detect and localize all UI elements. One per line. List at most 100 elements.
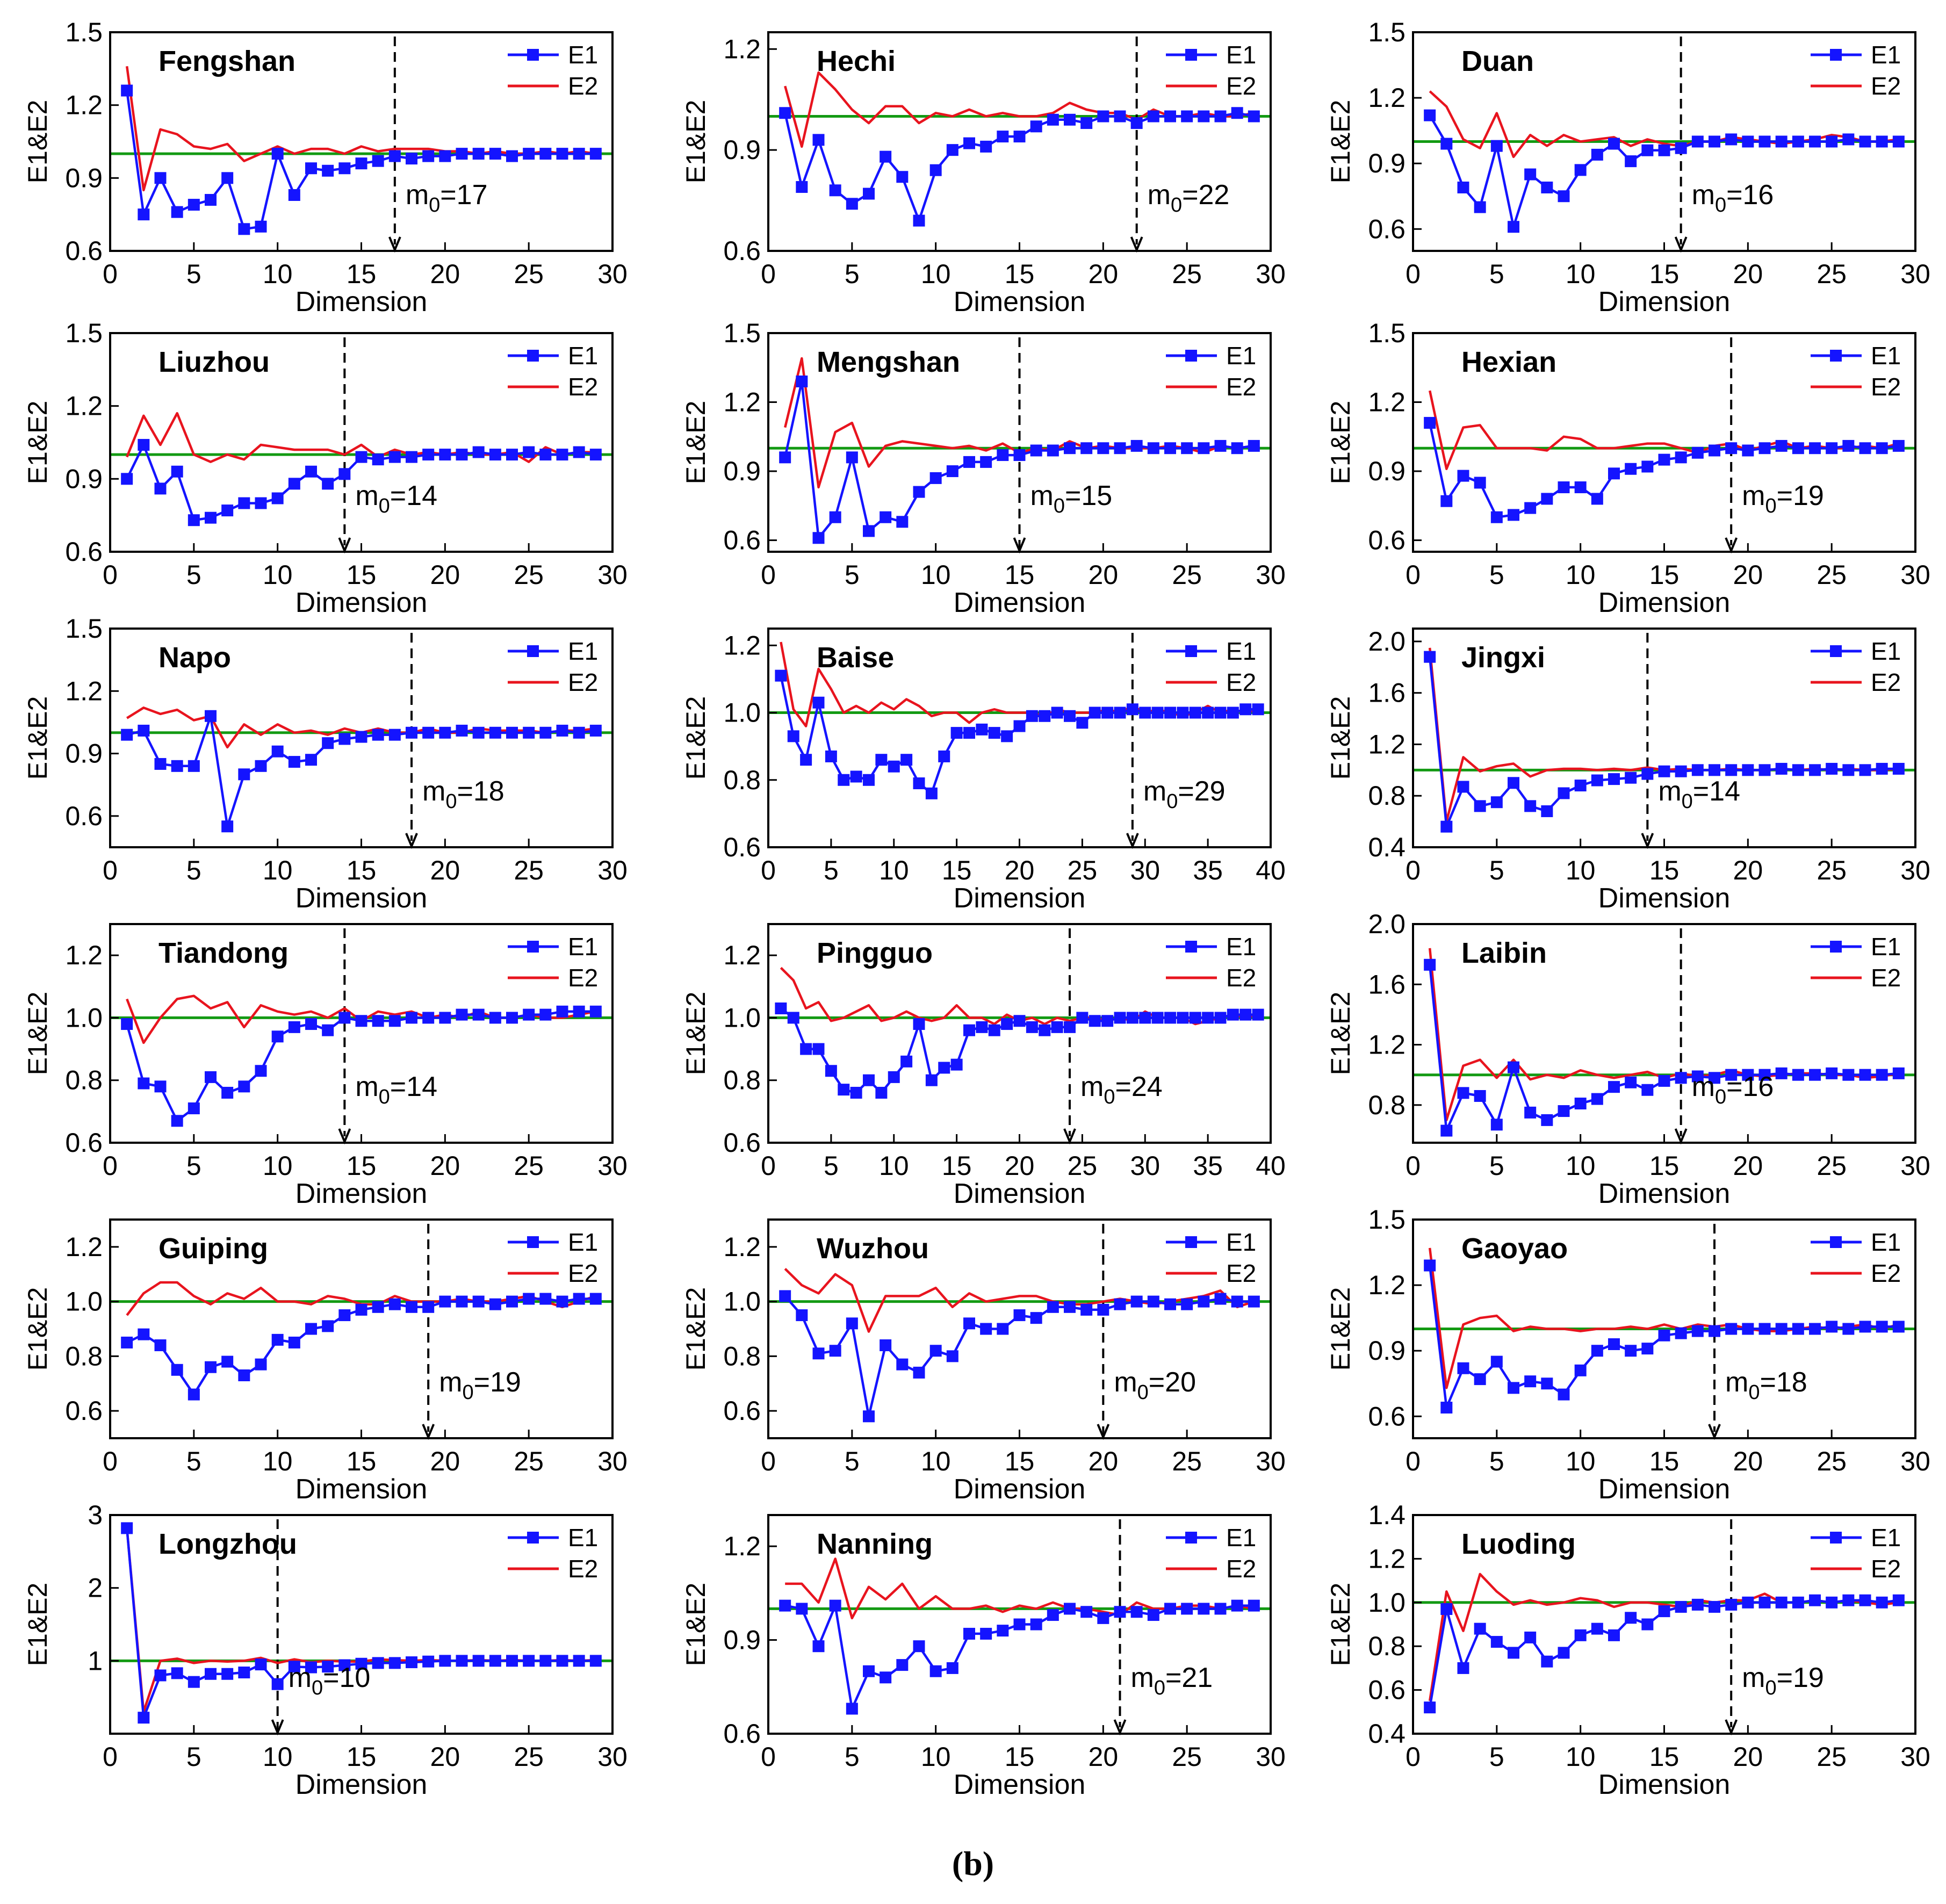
y-axis-label: E1&E2	[681, 696, 711, 780]
x-tick-label: 5	[1489, 560, 1504, 590]
y-tick-label: 0.8	[1368, 1631, 1406, 1661]
e1-point	[171, 206, 183, 218]
chart-tiandong: 0 5 10 15 20 25 30 0.6 0.8 1.0 1.2 Dimension E1&E2 Ti…	[23, 923, 628, 1209]
e1-point	[1189, 706, 1201, 719]
e1-point	[1030, 444, 1042, 457]
e1-point	[863, 187, 875, 200]
y-tick-label: 0.6	[65, 1128, 103, 1158]
e1-point	[863, 1665, 875, 1677]
e1-point	[1758, 1323, 1771, 1335]
station-title: Longzhou	[158, 1528, 297, 1560]
e1-point	[539, 1008, 552, 1021]
e1-point	[1742, 1596, 1754, 1609]
e1-point	[589, 1655, 602, 1667]
x-tick-label: 10	[263, 259, 293, 289]
e1-point	[238, 768, 250, 781]
e1-point	[1490, 140, 1503, 152]
e1-point	[221, 820, 234, 833]
x-tick-label: 30	[1900, 855, 1930, 885]
x-tick-label: 25	[514, 259, 544, 289]
x-tick-label: 25	[514, 855, 544, 885]
y-tick-label: 1.5	[1368, 1205, 1406, 1235]
x-tick-label: 25	[1817, 855, 1847, 885]
x-tick-label: 0	[1406, 1151, 1421, 1181]
e1-point	[372, 1015, 384, 1027]
e1-point	[1047, 444, 1059, 457]
e1-point	[1709, 1600, 1720, 1613]
e1-point	[1758, 1069, 1771, 1081]
e1-point	[255, 1358, 267, 1371]
e1-point	[775, 669, 787, 682]
x-tick-label: 10	[263, 1742, 293, 1772]
legend-e1-label: E1	[568, 41, 598, 69]
e1-point	[238, 1080, 250, 1093]
e1-point	[238, 1369, 250, 1381]
e1-point	[1030, 120, 1042, 133]
e1-point	[1164, 442, 1176, 455]
y-tick-label: 1.2	[65, 391, 103, 421]
x-tick-label: 10	[879, 855, 909, 885]
e1-point	[779, 1290, 791, 1302]
e1-point	[556, 1655, 568, 1667]
e1-point	[1047, 113, 1059, 126]
station-title: Luoding	[1461, 1528, 1576, 1560]
legend-e1-marker	[1830, 645, 1842, 657]
e1-point	[1725, 442, 1738, 455]
legend-e1-marker	[527, 1532, 539, 1544]
e1-point	[1231, 442, 1243, 455]
y-tick-label: 2.0	[1368, 626, 1406, 657]
e1-point	[221, 172, 234, 184]
e1-point	[896, 171, 909, 183]
e1-point	[1508, 1061, 1519, 1073]
e1-point	[1164, 706, 1176, 719]
e1-point	[1214, 439, 1227, 452]
e1-point	[1490, 511, 1503, 523]
e1-point	[1139, 706, 1151, 719]
e1-point	[121, 729, 133, 741]
e1-point	[976, 1021, 988, 1033]
e1-markers	[1424, 1259, 1905, 1414]
e1-point	[154, 1339, 167, 1352]
e1-point	[1709, 1325, 1720, 1337]
station-title: Laibin	[1461, 937, 1547, 969]
e1-markers	[121, 1005, 602, 1127]
e1-point	[1013, 720, 1026, 732]
e1-point	[913, 1018, 925, 1030]
e1-point	[1876, 135, 1888, 148]
e1-point	[271, 1030, 284, 1043]
y-tick-label: 1.5	[65, 17, 103, 47]
e1-point	[988, 1024, 1000, 1036]
x-tick-label: 15	[1005, 560, 1035, 590]
e1-point	[1047, 1609, 1059, 1621]
e1-point	[472, 726, 485, 739]
e1-point	[288, 478, 300, 490]
legend-e2-label: E2	[1226, 1555, 1256, 1583]
e1-point	[523, 148, 535, 160]
y-axis-label: E1&E2	[1325, 100, 1356, 184]
x-tick-label: 10	[1566, 560, 1596, 590]
e1-point	[288, 1021, 300, 1033]
e1-point	[1130, 1295, 1143, 1308]
x-tick-label: 5	[186, 1446, 201, 1476]
x-tick-label: 30	[597, 560, 628, 590]
y-tick-label: 0.6	[723, 1128, 761, 1158]
x-tick-label: 20	[1005, 855, 1035, 885]
e1-point	[406, 1656, 417, 1669]
y-tick-label: 1.2	[723, 34, 761, 64]
x-tick-label: 30	[1256, 259, 1286, 289]
x-tick-label: 35	[1193, 1151, 1223, 1181]
e1-point	[1691, 1325, 1704, 1337]
e1-point	[1709, 444, 1720, 457]
x-tick-label: 0	[1406, 1446, 1421, 1476]
e1-point	[1558, 481, 1570, 494]
e1-point	[946, 144, 958, 156]
e1-point	[1126, 703, 1138, 716]
e1-point	[388, 729, 401, 741]
e1-point	[1826, 135, 1838, 148]
x-tick-label: 5	[186, 855, 201, 885]
e1-point	[1524, 800, 1537, 812]
e1-markers	[1424, 1594, 1905, 1714]
e1-point	[913, 1366, 925, 1379]
e1-point	[1151, 1012, 1164, 1024]
e1-point	[1076, 1012, 1089, 1024]
